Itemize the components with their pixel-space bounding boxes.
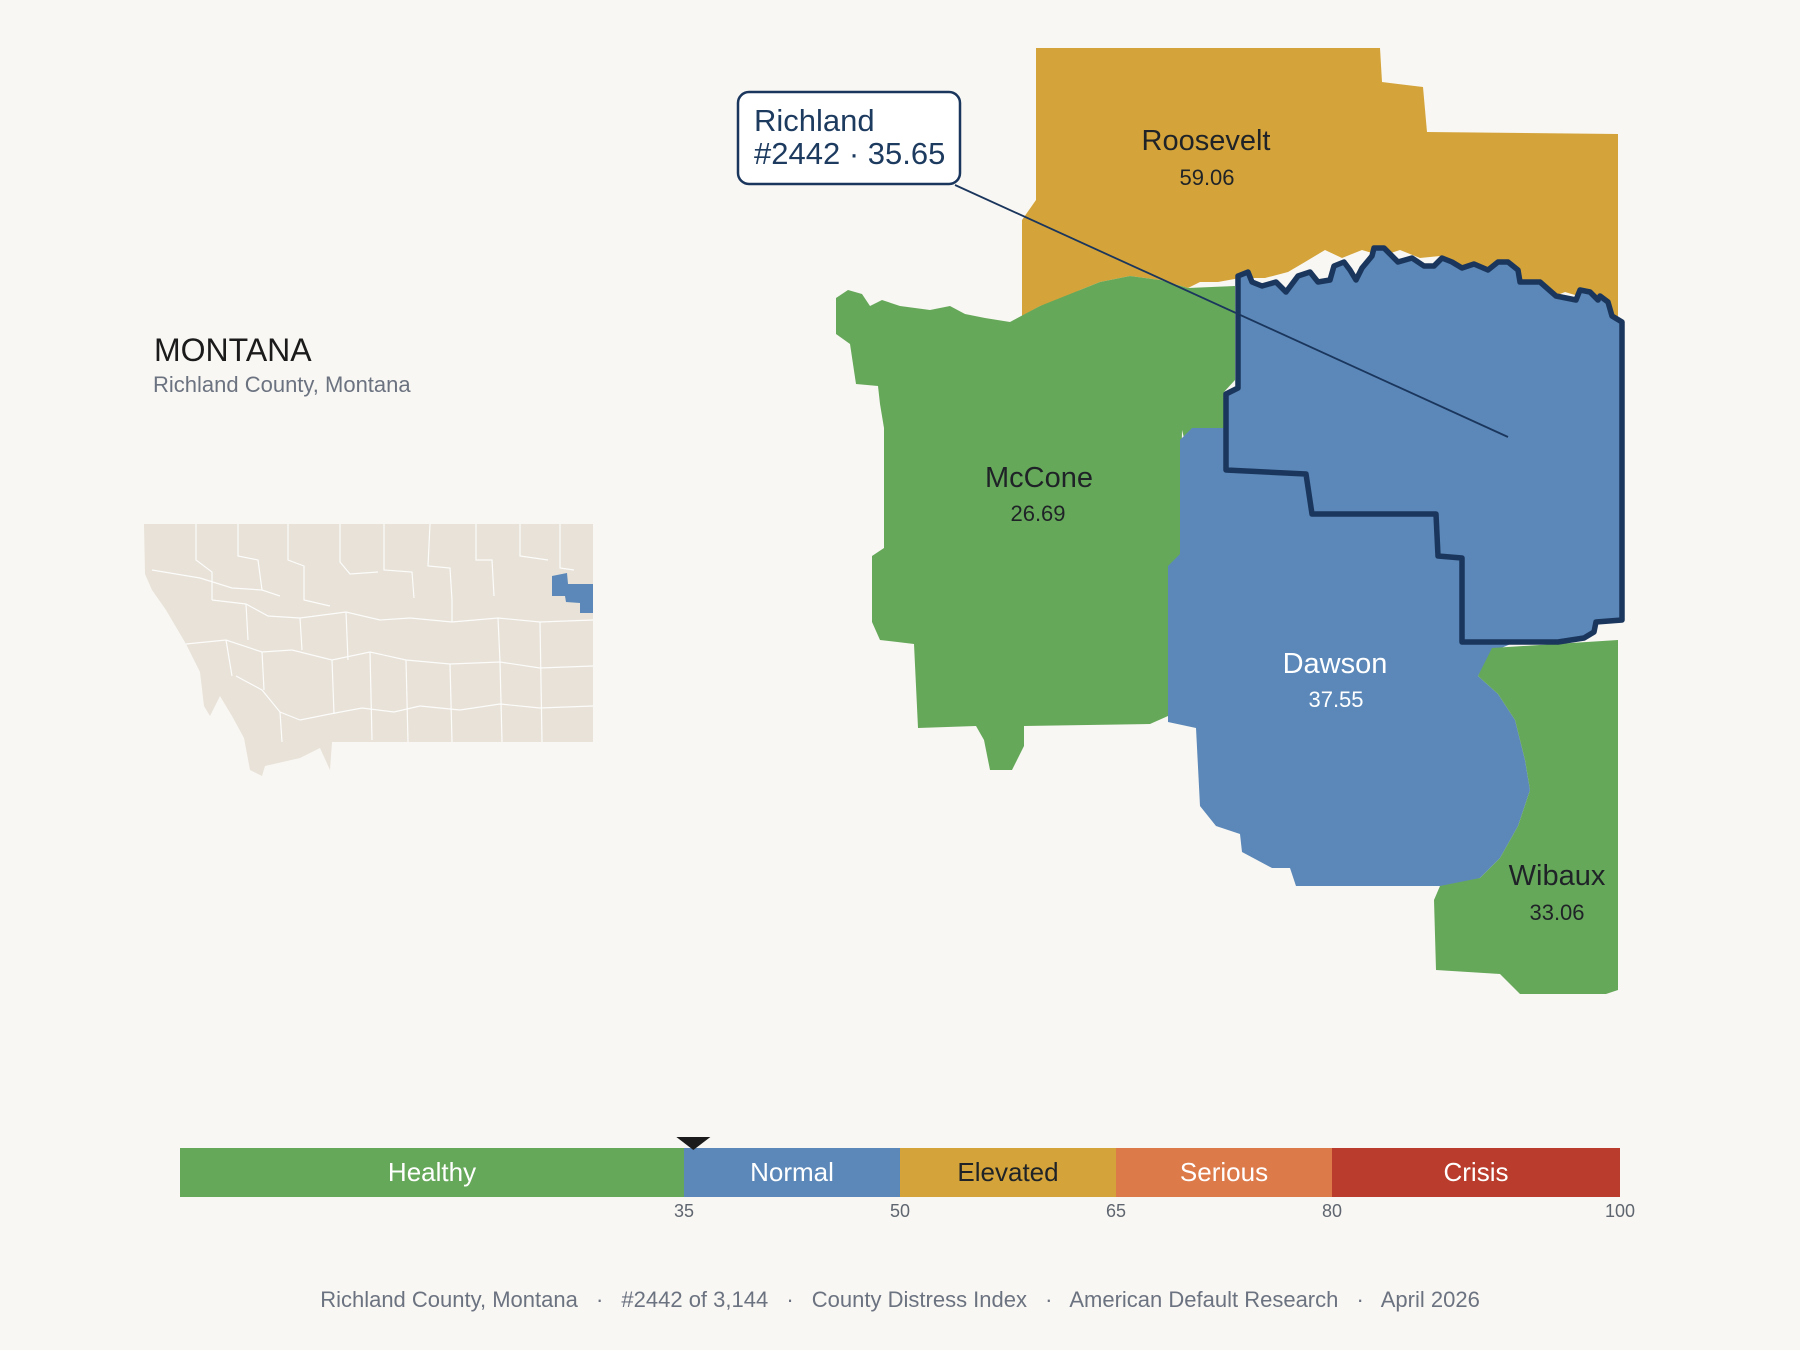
state-inset-map [144,523,594,776]
county-labels: Roosevelt 59.06 McCone 26.69 Dawson 37.5… [985,125,1606,925]
footer-sep-1: · [596,1287,603,1312]
state-title: MONTANA [154,332,312,368]
county-wibaux[interactable] [1434,640,1618,994]
scale-tick-50: 50 [890,1201,910,1221]
label-dawson-score: 37.55 [1308,687,1363,712]
label-wibaux-score: 33.06 [1529,900,1584,925]
scale-band-label-crisis: Crisis [1444,1157,1509,1187]
callout-leader-line [954,184,1509,438]
footer-sep-4: · [1357,1287,1364,1312]
callout-box [736,90,962,186]
footer-index: County Distress Index [812,1287,1027,1312]
scale-band-serious [1116,1148,1332,1197]
scale-band-label-elevated: Elevated [957,1157,1058,1187]
label-mccone-name: McCone [985,462,1093,494]
callout-rank-score: #2442 · 35.65 [754,136,945,171]
footer-source: American Default Research [1069,1287,1338,1312]
scale-band-healthy [180,1148,684,1197]
scale-marker [676,1137,711,1150]
inset-county-lines [151,523,594,743]
inset-state-shape [144,524,593,776]
county-map [836,48,1625,994]
inset-richland-highlight [552,573,593,613]
distress-scale-bar: Healthy Normal Elevated Serious Crisis 35 50 65… [180,1137,1635,1221]
scale-tick-35: 35 [674,1201,694,1221]
footer-date: April 2026 [1381,1287,1480,1312]
county-richland[interactable] [1223,245,1625,645]
scale-band-crisis [1332,1148,1620,1197]
footer-rank: #2442 of 3,144 [621,1287,768,1312]
callout-county-name: Richland [754,103,875,138]
label-mccone-score: 26.69 [1010,501,1065,526]
footer-sep-3: · [1045,1287,1052,1312]
footer-county: Richland County, Montana [320,1287,578,1312]
label-wibaux-name: Wibaux [1509,860,1606,892]
footer-sep-2: · [786,1287,793,1312]
scale-tick-100: 100 [1605,1201,1635,1221]
scale-band-label-serious: Serious [1180,1157,1268,1187]
scale-band-label-healthy: Healthy [388,1157,476,1187]
label-dawson-name: Dawson [1283,648,1388,680]
scale-tick-80: 80 [1322,1201,1342,1221]
footer-credits: Richland County, Montana · #2442 of 3,14… [320,1287,1480,1312]
state-subtitle: Richland County, Montana [153,372,411,397]
scale-band-label-normal: Normal [750,1157,834,1187]
scale-band-elevated [900,1148,1116,1197]
label-roosevelt-score: 59.06 [1179,165,1234,190]
scale-band-normal [684,1148,900,1197]
county-mccone[interactable] [836,276,1235,770]
scale-tick-65: 65 [1106,1201,1126,1221]
richland-callout: Richland #2442 · 35.65 [736,90,1509,438]
label-roosevelt-name: Roosevelt [1142,125,1271,157]
county-roosevelt[interactable] [1022,48,1618,322]
